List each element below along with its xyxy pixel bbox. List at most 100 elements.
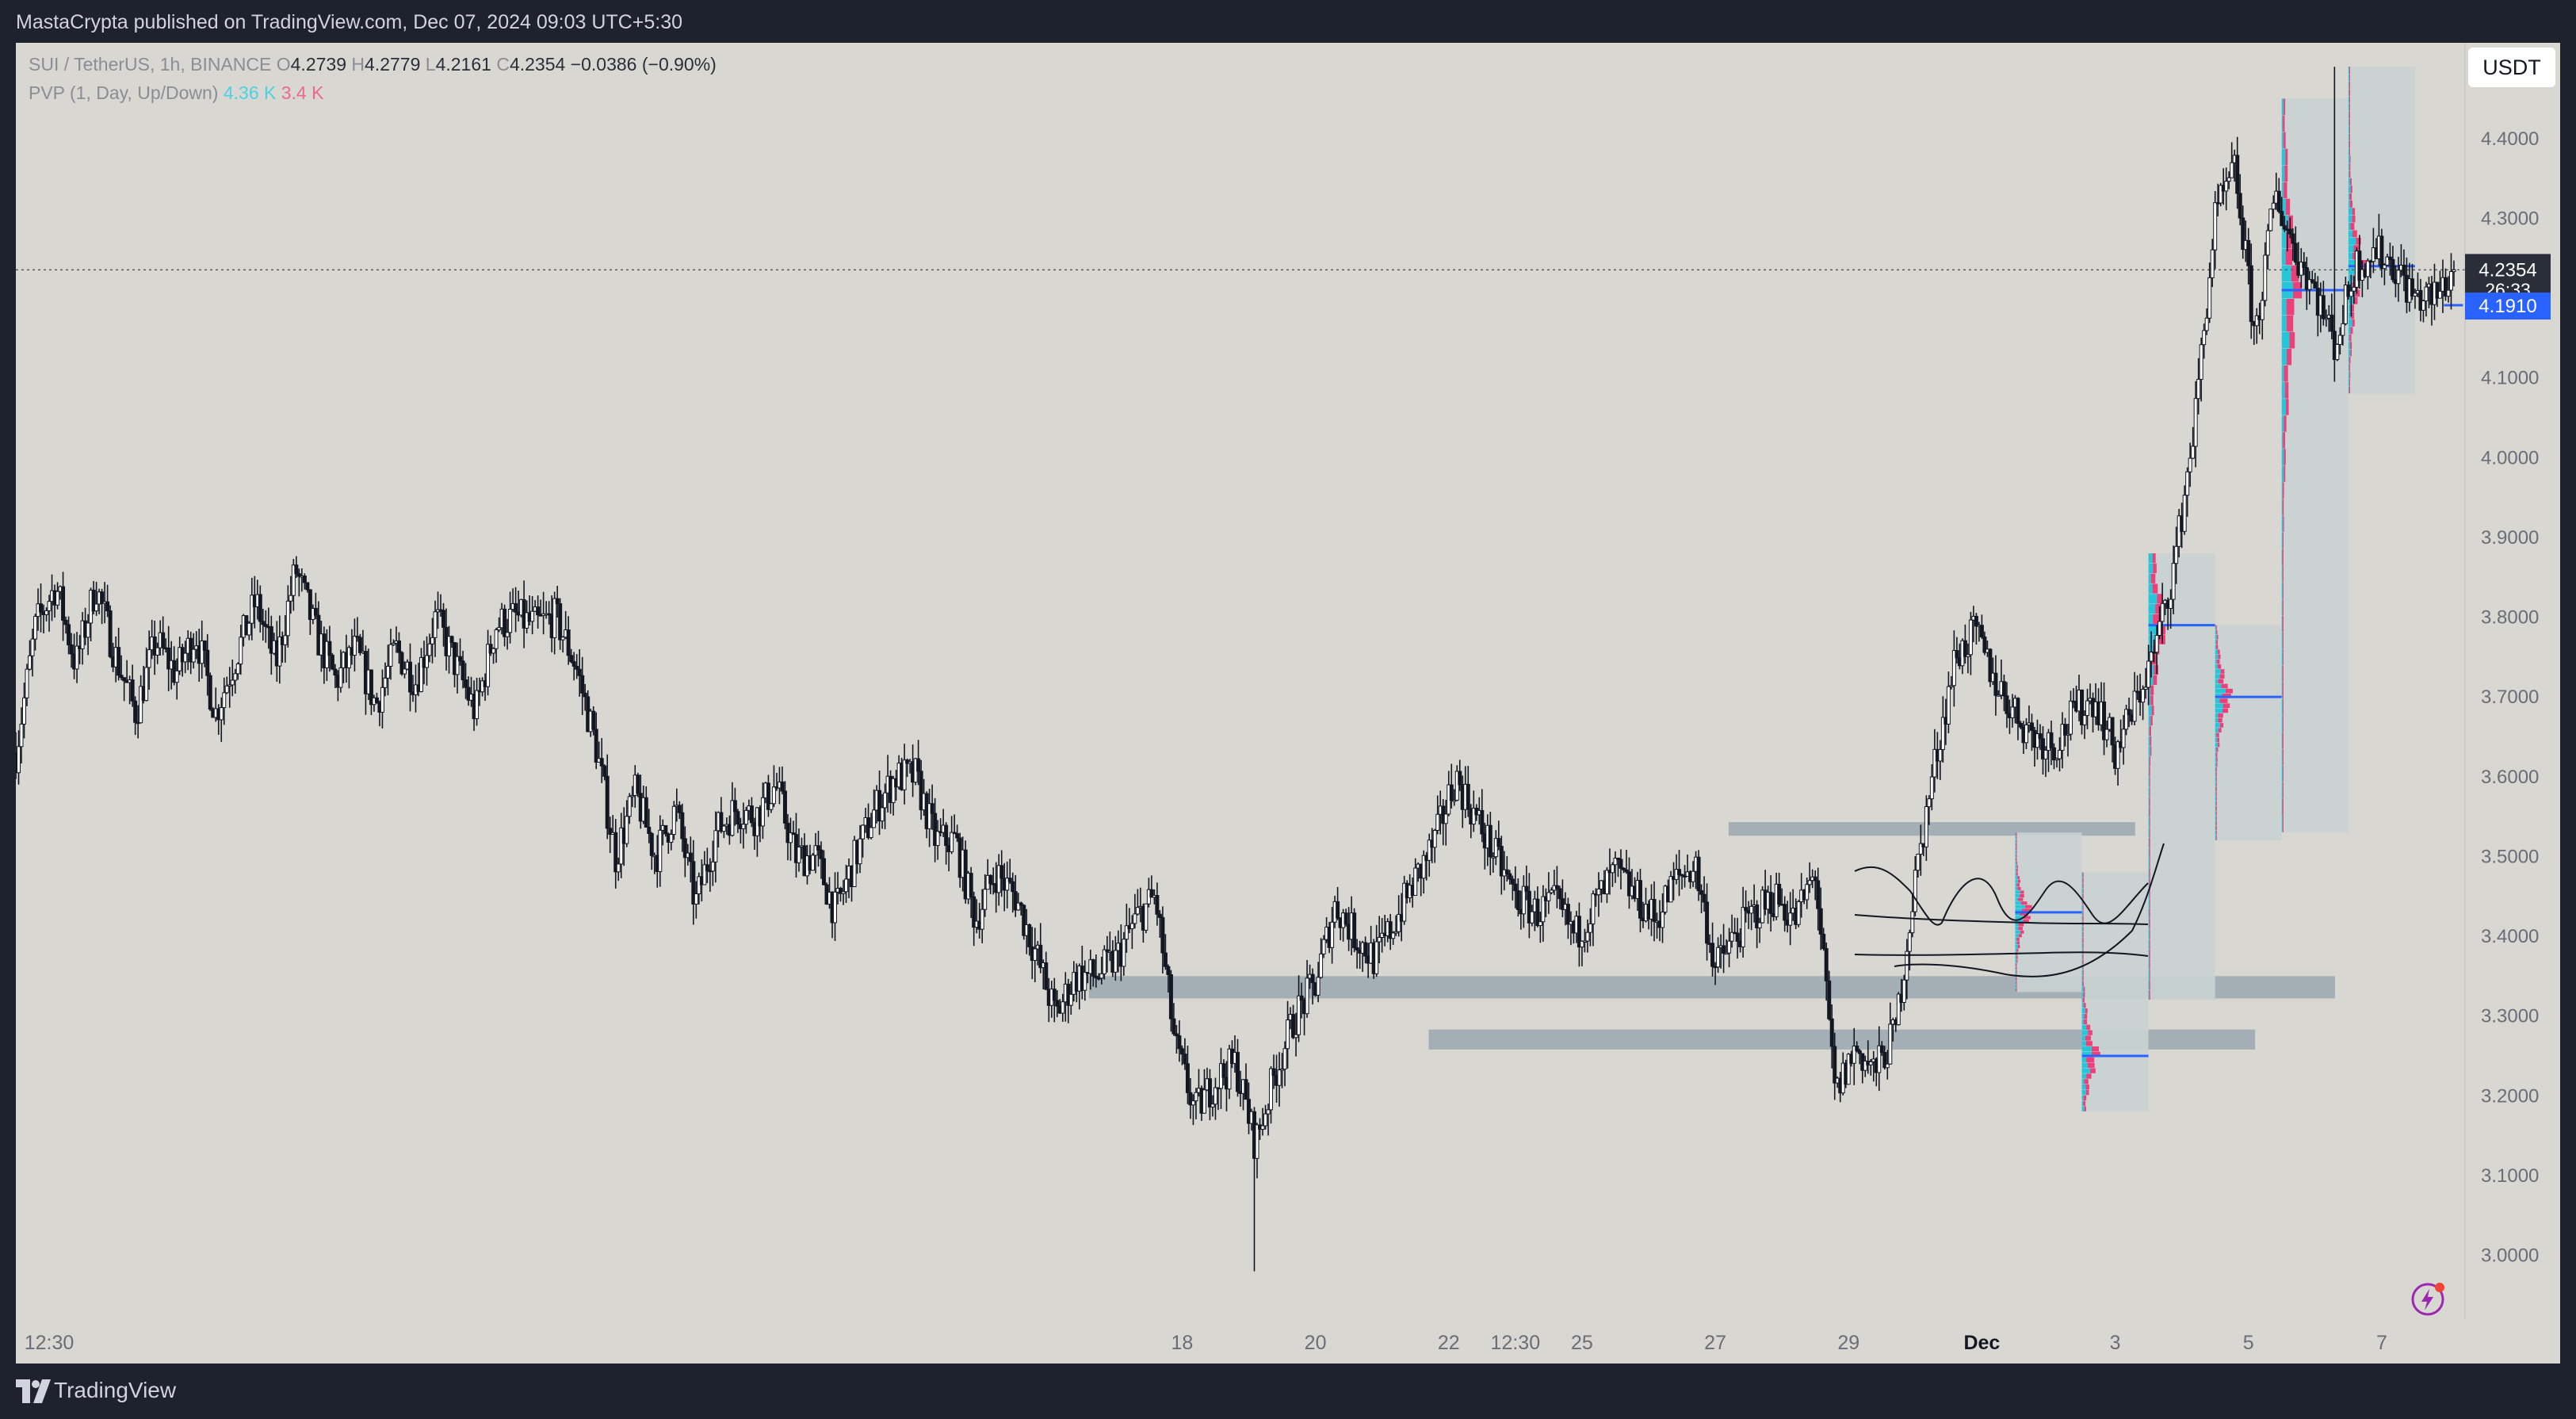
candle-body [1744,907,1749,912]
chart-frame[interactable]: 4.50004.40004.30004.20004.10004.00003.90… [16,43,2560,1364]
candle-body [22,697,27,725]
profile-bar-up [2081,889,2083,894]
candle-body [613,832,618,873]
bolt-icon[interactable] [2410,1281,2446,1318]
profile-bar-down [2350,349,2352,357]
candle-body [2226,177,2231,182]
candle-body [407,661,412,693]
candle-body [1855,1046,1859,1051]
publish-info: MastaCrypta published on TradingView.com… [16,11,683,33]
profile-bar-up [2015,905,2026,908]
candle-body [269,625,273,654]
profile-bar-up [2281,115,2284,132]
candle-body [19,723,24,748]
time-tick-label: 27 [1704,1332,1726,1354]
candle-body [810,855,815,871]
candle-body [1722,945,1726,954]
candle-body [1280,1069,1285,1071]
profile-bar-down [2352,215,2356,223]
profile-bar-up [2081,1013,2085,1019]
low-label: L [425,54,436,75]
profile-bar-down [2083,986,2085,992]
profile-bar-up [2215,629,2217,635]
profile-bar-up [2081,927,2083,932]
chart-canvas[interactable]: 4.50004.40004.30004.20004.10004.00003.90… [16,43,2560,1364]
profile-bar-down [2016,970,2017,974]
candle-body [69,644,74,655]
profile-bar-down [2217,737,2220,743]
candle-body [1435,813,1440,831]
profile-bar-up [2281,698,2284,716]
candle-body [950,832,954,852]
profile-bar-up [2015,988,2016,992]
candle-body [1619,859,1623,869]
profile-bar-down [2082,872,2084,878]
candle-body [891,778,896,803]
candle-body [191,648,196,663]
candle-body [1996,694,2001,697]
close-label: C [496,54,510,75]
time-tick-label: 29 [1837,1332,1859,1354]
candle-body [33,616,38,640]
candle-body [1524,885,1529,892]
candle-body [719,812,724,832]
candle-body [2029,722,2034,731]
profile-bar-down [2349,155,2351,163]
profile-bar-up [2015,847,2016,851]
profile-bar-up [2015,962,2016,966]
drawing-curve-1 [1854,866,1943,926]
candle-body [1696,856,1701,891]
candle-body [233,673,238,681]
candle-body [1038,944,1043,969]
candle-body [2435,281,2440,299]
currency-button[interactable]: USDT [2468,48,2555,87]
profile-bar-up [2215,659,2217,664]
profile-bar-down [2215,796,2217,801]
profile-bar-up [2348,349,2351,357]
candle-body [1007,878,1012,882]
candle-body [28,655,32,670]
time-tick-label: 5 [2243,1332,2254,1354]
candle-body [2437,290,2442,299]
candle-body [247,622,251,636]
profile-bar-down [2215,836,2217,840]
candle-body [2276,190,2281,212]
candle-body [2210,249,2215,278]
profile-bar-up [2281,582,2284,599]
profile-bar-up [2148,786,2150,797]
candle-body [1538,921,1542,927]
profile-bar-up [2015,941,2018,945]
profile-bar-down [2282,715,2284,732]
profile-bar-down [2218,679,2224,684]
candle-body [105,601,110,612]
candle-body [552,598,557,638]
candle-body [1963,640,1967,657]
profile-bar-down [2016,948,2019,952]
candle-body [1291,1014,1296,1038]
candle-body [61,586,66,621]
profile-bar-down [2153,563,2157,574]
candle-body [514,602,518,613]
indicator-legend[interactable]: PVP (1, Day, Up/Down) 4.36 K 3.4 K [29,82,323,104]
profile-bar-up [2215,771,2216,777]
candle-body [1363,942,1368,957]
candle-body [1735,932,1740,942]
candle-body [944,824,949,847]
profile-bar-up [2148,970,2150,980]
profile-bar-up [2215,757,2217,762]
profile-bar-down [2222,703,2230,709]
candle-body [1427,840,1431,861]
profile-bar-up [2281,248,2286,266]
candle-body [1466,783,1470,810]
profile-bar-up [2148,878,2150,889]
profile-bar-down [2150,685,2154,695]
candle-body [2343,284,2348,324]
profile-bar-up [2348,267,2360,275]
candle-body [2185,471,2190,496]
candle-body [2213,202,2218,251]
candle-body [508,609,513,633]
candle-body [161,632,166,648]
candle-body [1105,949,1110,952]
tradingview-logo-icon[interactable] [16,1379,51,1403]
profile-bar-up [2148,614,2154,625]
